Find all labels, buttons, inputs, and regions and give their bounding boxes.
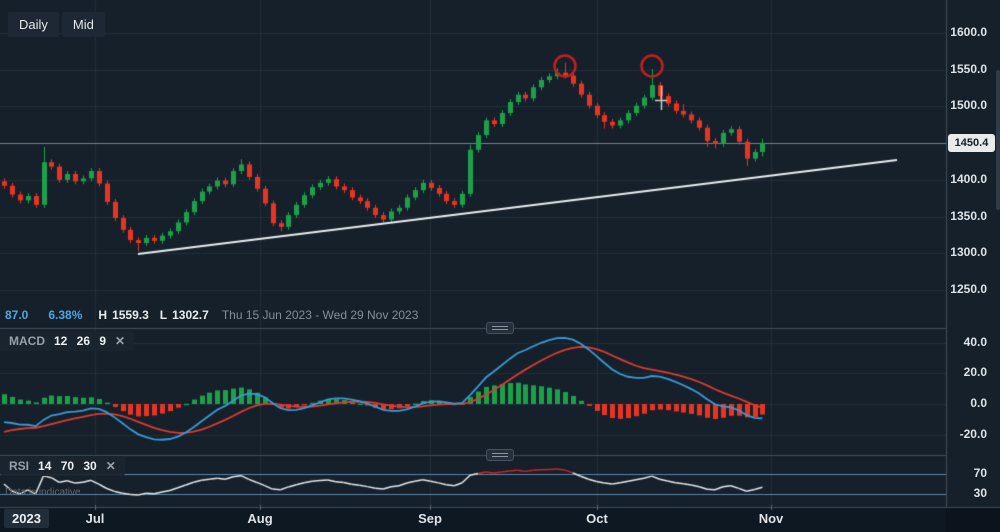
price-axis-tick: 1550.0 <box>950 62 987 76</box>
time-axis-month-label: Sep <box>418 511 442 526</box>
rsi-axis-tick: 70 <box>973 466 987 480</box>
price-axis-tick: 1400.0 <box>950 172 987 186</box>
scrollbar-thumb[interactable] <box>996 70 1000 210</box>
macd-axis-tick: 0.0 <box>970 396 987 410</box>
time-axis-year-label: 2023 <box>4 509 49 528</box>
rsi-axis-tick: 30 <box>973 486 987 500</box>
data-indicative-watermark: Data is indicative <box>5 487 81 498</box>
time-axis-month-label: Nov <box>758 511 784 526</box>
rsi-panel-resize-grip[interactable] <box>486 449 514 461</box>
price-axis-tick: 1500.0 <box>950 98 987 112</box>
rsi-indicator-legend[interactable]: RSI 14 70 30 ✕ <box>0 456 125 476</box>
status-date-range: Thu 15 Jun 2023 - Wed 29 Nov 2023 <box>221 308 419 322</box>
rsi-indicator-params: 14 70 30 <box>38 459 97 473</box>
macd-close-icon[interactable]: ✕ <box>115 334 126 348</box>
time-axis-month-label: Oct <box>586 511 608 526</box>
rsi-close-icon[interactable]: ✕ <box>105 459 116 473</box>
time-axis-month-label: Jul <box>85 511 105 526</box>
macd-panel-resize-grip[interactable] <box>486 322 514 334</box>
macd-indicator-legend[interactable]: MACD 12 26 9 ✕ <box>0 331 135 351</box>
status-high-label: H <box>98 308 108 322</box>
status-low-label: L <box>159 308 168 322</box>
status-change-percent: 6.38% <box>48 308 83 322</box>
price-axis-tick: 1250.0 <box>950 282 987 296</box>
status-high-value: 1559.3 <box>112 308 149 322</box>
price-axis-tick: 1350.0 <box>950 209 987 223</box>
macd-axis-tick: 40.0 <box>963 335 987 349</box>
price-axis-tick: 1600.0 <box>950 25 987 39</box>
status-value: 87.0 <box>5 308 29 322</box>
last-price-tag: 1450.4 <box>948 134 995 152</box>
macd-axis-tick: -20.0 <box>959 427 987 441</box>
macd-indicator-name: MACD <box>9 334 45 348</box>
macd-indicator-params: 12 26 9 <box>54 334 107 348</box>
daily-timeframe-button[interactable]: Daily <box>8 12 59 37</box>
timeframe-toolbar: Daily Mid <box>8 12 105 37</box>
mid-timeframe-button[interactable]: Mid <box>61 12 105 37</box>
macd-axis-tick: 20.0 <box>963 365 987 379</box>
rsi-indicator-name: RSI <box>9 459 30 473</box>
status-low-value: 1302.7 <box>172 308 209 322</box>
price-status-row: 87.0 6.38% H 1559.3 L 1302.7 Thu 15 Jun … <box>5 308 418 322</box>
price-axis-tick: 1300.0 <box>950 245 987 259</box>
time-axis-month-label: Aug <box>247 511 273 526</box>
